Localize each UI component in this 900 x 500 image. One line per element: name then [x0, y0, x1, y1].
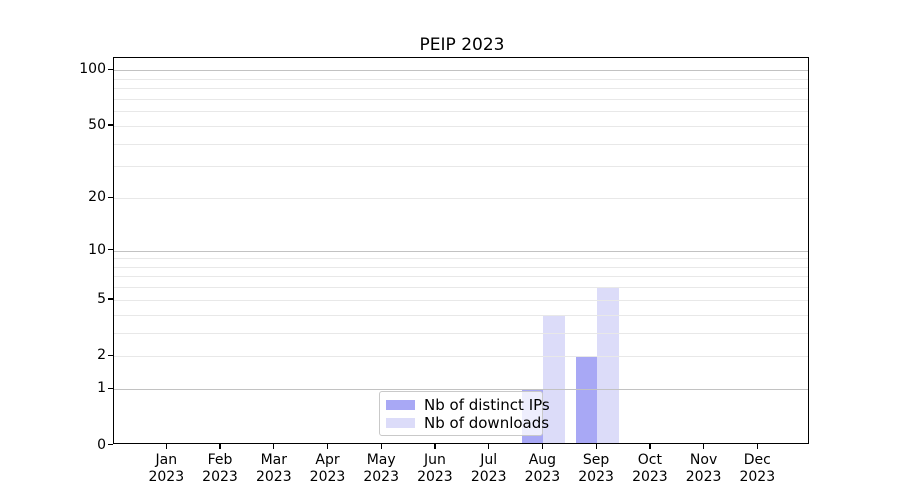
x-tick-label-sep: Sep 2023: [578, 452, 614, 485]
gridline-minor-7: [114, 276, 808, 278]
gridline-minor-20: [114, 198, 808, 199]
gridline-minor-6: [114, 287, 808, 289]
legend-swatch-downloads: [386, 418, 415, 428]
x-tick-label-mar: Mar 2023: [255, 452, 292, 485]
x-tick-may: [380, 444, 382, 449]
gridline-minor-8: [114, 266, 808, 268]
x-tick-label-jun: Jun 2023: [417, 452, 453, 485]
y-tick-label-20: 20: [88, 189, 106, 205]
gridline-minor-70: [114, 98, 808, 100]
x-tick-label-dec: Dec 2023: [739, 452, 776, 485]
x-tick-nov: [703, 444, 705, 449]
x-tick-jul: [488, 444, 490, 449]
x-tick-label-oct: Oct 2023: [632, 452, 668, 485]
y-tick-2: [108, 354, 113, 356]
x-tick-jun: [434, 444, 436, 449]
bar-aug-downloads: [543, 314, 565, 443]
chart-title: PEIP 2023: [419, 35, 505, 55]
legend-entry-distinct-ips: Nb of distinct IPs: [386, 396, 550, 414]
gridline-minor-2: [114, 356, 808, 358]
x-tick-label-may: May 2023: [363, 452, 400, 485]
y-tick-label-10: 10: [88, 241, 106, 258]
x-tick-label-feb: Feb 2023: [202, 452, 238, 485]
gridline-major-1: [114, 389, 808, 391]
legend-label-distinct-ips: Nb of distinct IPs: [424, 396, 550, 414]
gridline-minor-40: [114, 143, 808, 145]
legend-entry-downloads: Nb of downloads: [386, 414, 549, 432]
y-tick-100: [108, 68, 113, 71]
x-tick-label-jul: Jul 2023: [470, 452, 507, 485]
y-tick-5: [108, 298, 113, 300]
x-tick-label-nov: Nov 2023: [685, 452, 722, 485]
gridline-major-100: [114, 70, 808, 72]
gridline-minor-90: [114, 78, 808, 80]
gridline-minor-9: [114, 258, 808, 260]
gridline-minor-4: [114, 314, 808, 316]
y-tick-label-1: 1: [97, 380, 106, 397]
gridline-minor-3: [114, 332, 808, 334]
y-tick-50: [108, 124, 113, 126]
x-tick-aug: [541, 444, 544, 449]
legend-swatch-distinct-ips: [386, 400, 415, 410]
legend-label-downloads: Nb of downloads: [424, 414, 550, 432]
y-tick-label-50: 50: [88, 116, 106, 133]
y-tick-10: [108, 249, 113, 251]
gridline-major-10: [114, 250, 808, 252]
x-tick-label-aug: Aug 2023: [524, 452, 561, 485]
y-tick-1: [108, 387, 113, 389]
x-tick-dec: [756, 444, 758, 449]
y-tick-label-2: 2: [97, 347, 106, 364]
x-tick-label-jan: Jan 2023: [148, 452, 185, 485]
x-tick-sep: [595, 444, 597, 449]
y-tick-0: [108, 444, 113, 446]
y-tick-20: [108, 196, 113, 198]
y-tick-label-100: 100: [79, 61, 106, 78]
gridline-minor-80: [114, 88, 808, 90]
gridline-minor-60: [114, 111, 808, 113]
x-tick-feb: [219, 444, 221, 449]
x-tick-oct: [649, 444, 651, 449]
x-tick-mar: [273, 444, 275, 449]
x-tick-apr: [326, 444, 329, 449]
x-tick-label-apr: Apr 2023: [309, 452, 346, 485]
x-tick-jan: [165, 444, 167, 449]
y-tick-label-5: 5: [97, 290, 106, 307]
legend: Nb of distinct IPs Nb of downloads: [379, 391, 550, 436]
gridline-minor-50: [114, 125, 808, 127]
gridline-minor-30: [114, 166, 808, 168]
plot-area: Nb of distinct IPs Nb of downloads: [113, 57, 809, 444]
bar-sep-downloads: [597, 287, 619, 443]
y-tick-label-0: 0: [97, 436, 106, 453]
bar-sep-distinct-ips: [575, 356, 598, 443]
gridline-minor-5: [114, 299, 808, 301]
